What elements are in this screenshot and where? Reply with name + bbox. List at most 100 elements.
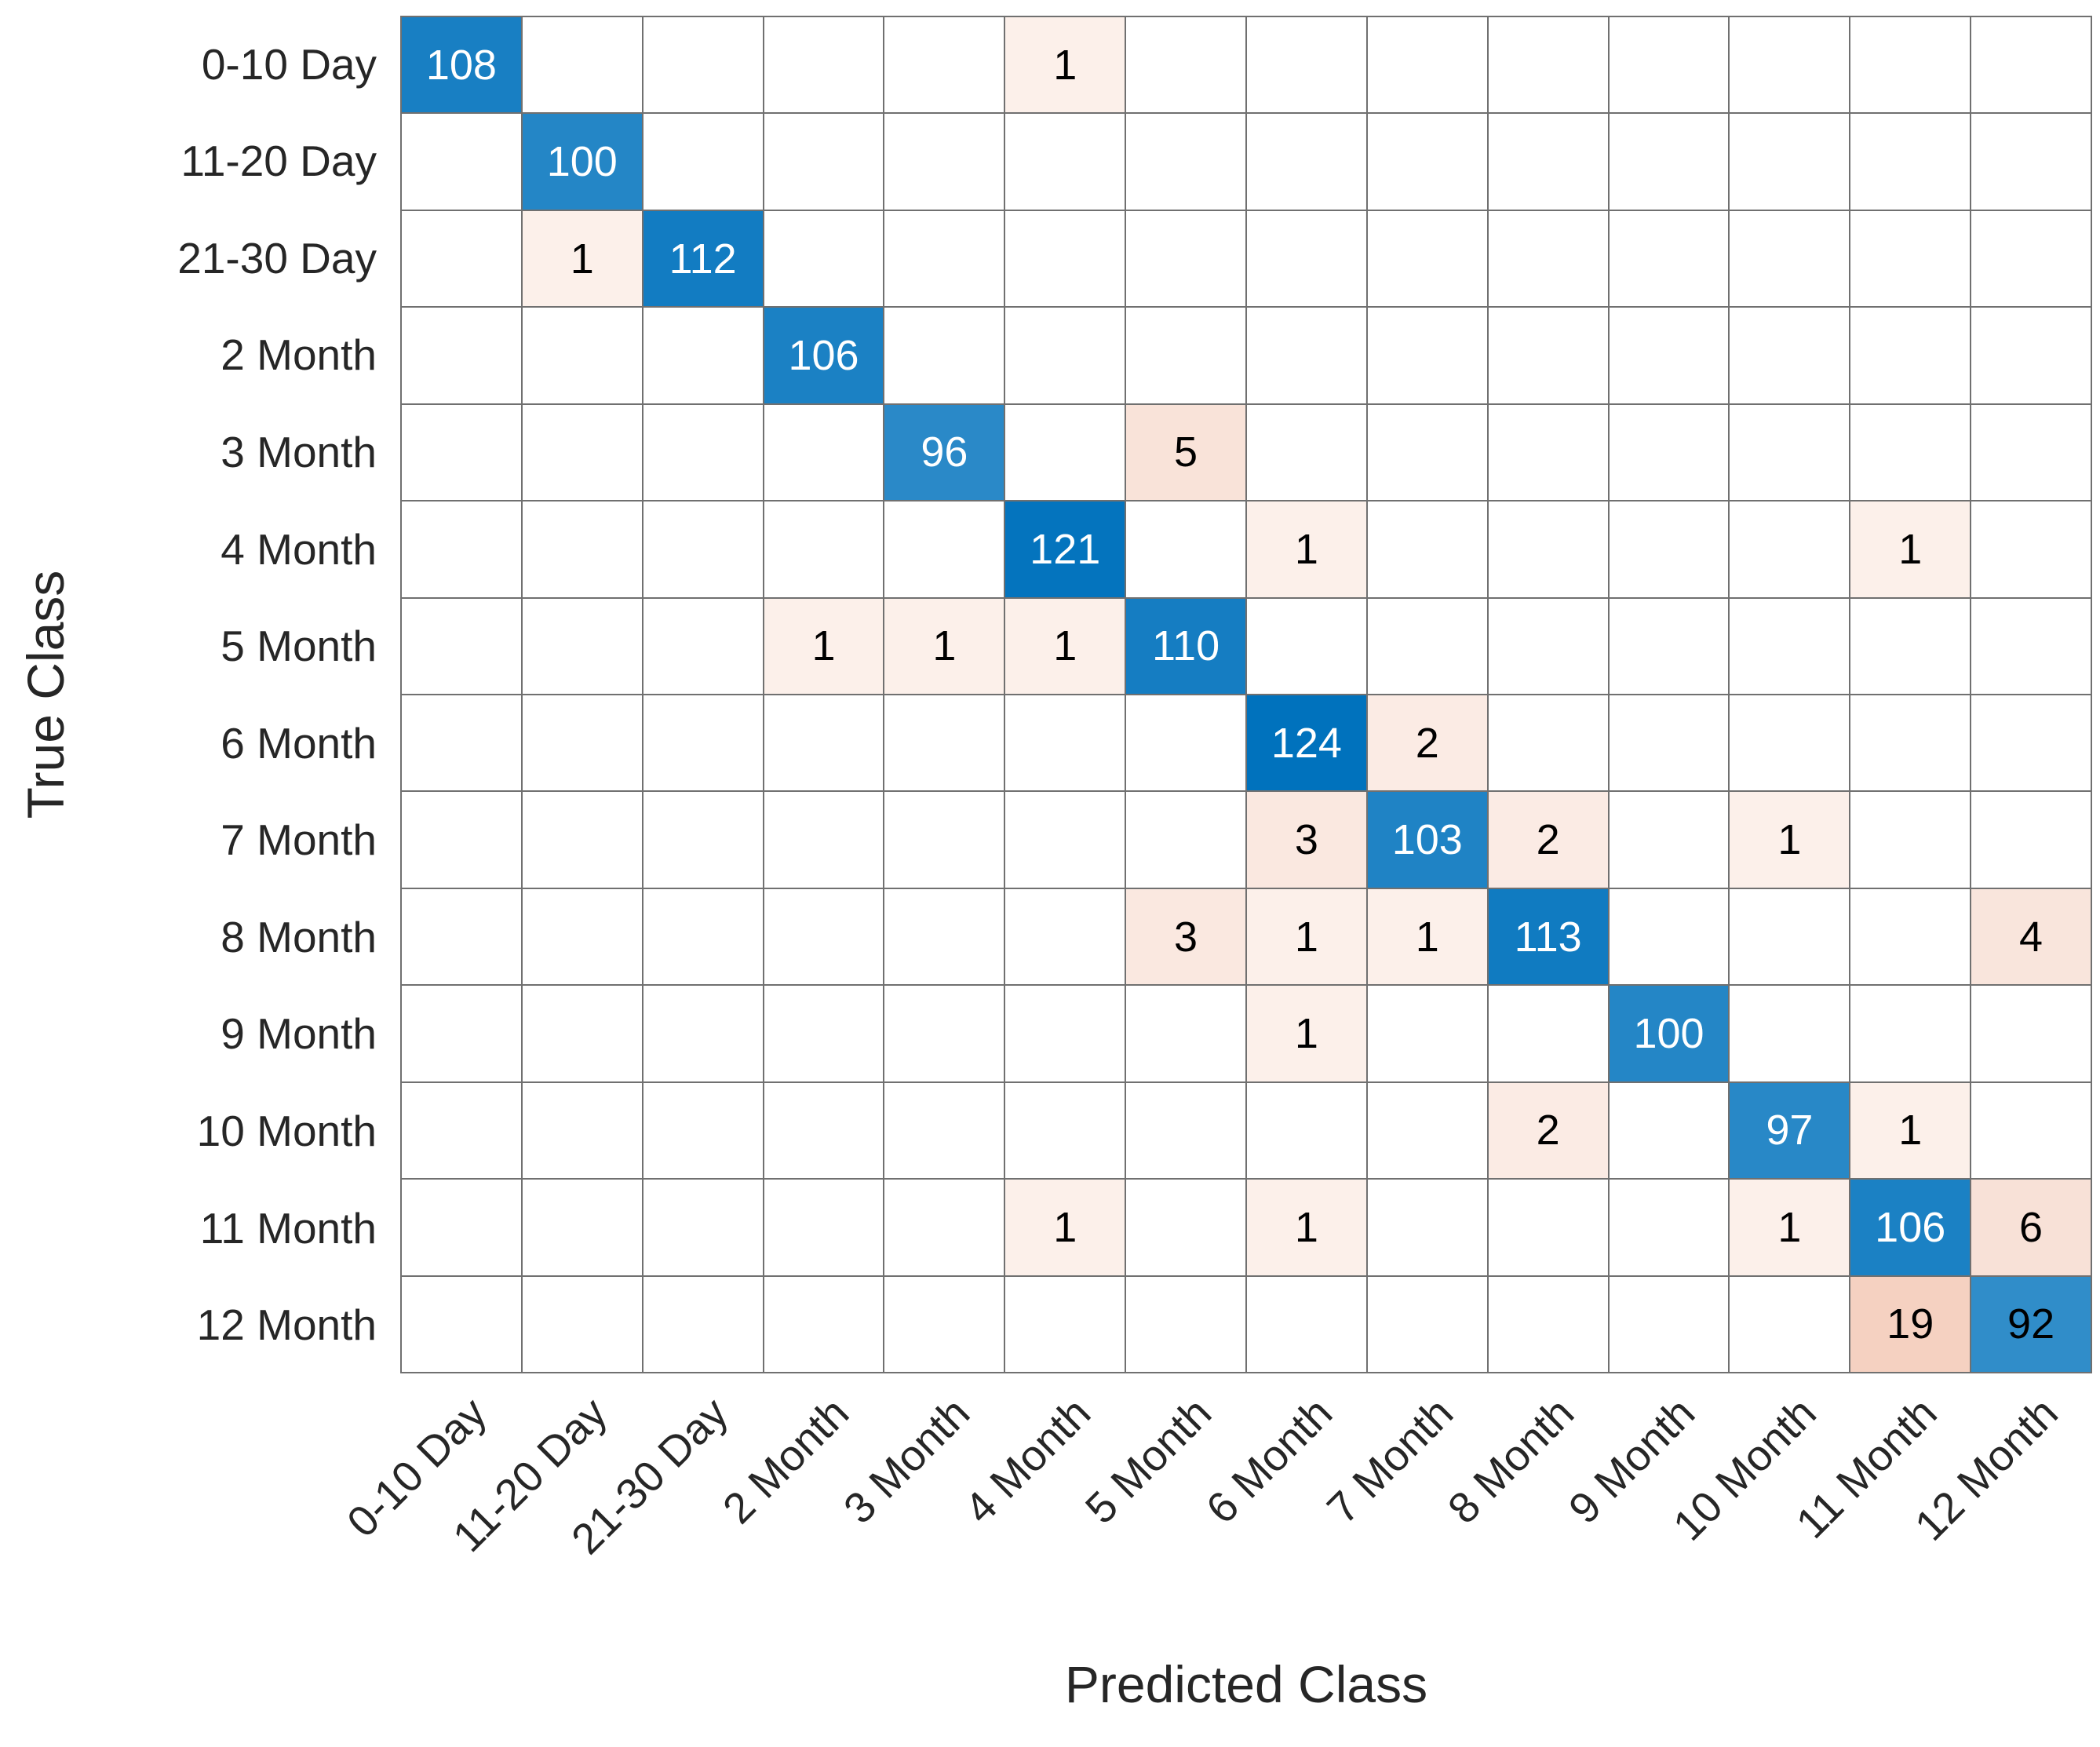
matrix-cell xyxy=(1609,17,1729,113)
matrix-cell xyxy=(1367,114,1487,210)
x-tick-label: 2 Month xyxy=(713,1388,859,1534)
matrix-cell-diagonal: 106 xyxy=(764,308,884,403)
matrix-cell xyxy=(764,404,884,501)
matrix-cell xyxy=(1971,501,2091,597)
matrix-cell xyxy=(1850,792,1971,888)
matrix-cell xyxy=(1850,308,1971,403)
matrix-cell xyxy=(1247,308,1366,403)
matrix-cell: 1 xyxy=(1005,17,1125,113)
matrix-cell xyxy=(1005,986,1125,1081)
confusion-matrix-grid: 108 1 100 1 112 106 96 5 121 1 1 1 1 1 110 124 2 3 103 2 1 3 1… xyxy=(400,16,2092,1373)
matrix-cell xyxy=(1730,986,1850,1081)
matrix-cell xyxy=(643,695,763,791)
matrix-cell xyxy=(1609,1082,1729,1179)
y-tick-label: 3 Month xyxy=(221,428,377,477)
matrix-cell xyxy=(1730,17,1850,113)
matrix-cell xyxy=(1247,17,1366,113)
matrix-cell xyxy=(1367,598,1487,694)
matrix-cell-diagonal: 92 xyxy=(1971,1276,2091,1372)
matrix-cell xyxy=(1488,308,1608,403)
matrix-cell xyxy=(1367,1276,1487,1372)
y-tick-label: 0-10 Day xyxy=(201,39,377,89)
matrix-cell-diagonal: 121 xyxy=(1005,501,1125,597)
y-tick-label: 8 Month xyxy=(221,912,377,961)
matrix-cell xyxy=(1730,308,1850,403)
matrix-cell xyxy=(1850,598,1971,694)
matrix-cell xyxy=(1971,114,2091,210)
matrix-cell xyxy=(1126,210,1245,307)
matrix-cell xyxy=(1126,17,1245,113)
matrix-cell xyxy=(1488,501,1608,597)
matrix-cell xyxy=(1005,308,1125,403)
matrix-cell xyxy=(1126,792,1245,888)
matrix-cell: 3 xyxy=(1126,888,1245,985)
matrix-cell xyxy=(1005,210,1125,307)
matrix-cell xyxy=(643,114,763,210)
matrix-cell xyxy=(884,210,1004,307)
matrix-cell xyxy=(1488,114,1608,210)
matrix-cell xyxy=(1488,1180,1608,1275)
y-tick-label: 21-30 Day xyxy=(177,233,377,283)
matrix-cell xyxy=(1850,888,1971,985)
matrix-cell xyxy=(522,598,642,694)
matrix-cell-diagonal: 100 xyxy=(1609,986,1729,1081)
matrix-cell xyxy=(1609,1180,1729,1275)
matrix-cell: 1 xyxy=(1367,888,1487,985)
matrix-cell xyxy=(1730,695,1850,791)
matrix-cell xyxy=(1971,1082,2091,1179)
matrix-cell xyxy=(1005,114,1125,210)
y-tick-label: 5 Month xyxy=(221,622,377,671)
matrix-cell xyxy=(1126,1082,1245,1179)
matrix-cell xyxy=(1367,308,1487,403)
matrix-cell xyxy=(1126,308,1245,403)
matrix-cell xyxy=(643,501,763,597)
matrix-cell xyxy=(1247,210,1366,307)
x-tick-label: 3 Month xyxy=(834,1388,979,1534)
x-axis-tick-labels: 0-10 Day 11-20 Day 21-30 Day 2 Month 3 Month… xyxy=(337,1388,2092,1654)
y-tick-label: 12 Month xyxy=(196,1300,377,1350)
matrix-cell: 4 xyxy=(1971,888,2091,985)
matrix-cell xyxy=(402,695,521,791)
matrix-cell: 1 xyxy=(1247,888,1366,985)
matrix-cell xyxy=(1126,986,1245,1081)
matrix-cell xyxy=(1005,404,1125,501)
matrix-cell xyxy=(1488,598,1608,694)
matrix-cell xyxy=(402,501,521,597)
x-tick-label: 4 Month xyxy=(955,1388,1100,1534)
matrix-cell xyxy=(1730,114,1850,210)
x-axis-title: Predicted Class xyxy=(1064,1655,1428,1713)
x-tick-label: 8 Month xyxy=(1438,1388,1584,1534)
matrix-cell: 1 xyxy=(1005,1180,1125,1275)
matrix-cell xyxy=(1247,1276,1366,1372)
y-tick-label: 4 Month xyxy=(221,524,377,574)
matrix-cell: 1 xyxy=(1730,792,1850,888)
matrix-cell xyxy=(764,114,884,210)
matrix-cell xyxy=(884,501,1004,597)
matrix-cell xyxy=(764,1180,884,1275)
matrix-cell xyxy=(764,1276,884,1372)
matrix-cell xyxy=(884,888,1004,985)
matrix-cell xyxy=(522,501,642,597)
matrix-cell xyxy=(1850,17,1971,113)
matrix-cell xyxy=(522,308,642,403)
matrix-cell xyxy=(1730,404,1850,501)
matrix-cell xyxy=(1367,986,1487,1081)
matrix-cell xyxy=(1005,695,1125,791)
matrix-cell: 2 xyxy=(1488,1082,1608,1179)
matrix-cell: 2 xyxy=(1367,695,1487,791)
matrix-cell xyxy=(764,501,884,597)
matrix-cell xyxy=(643,308,763,403)
y-tick-label: 2 Month xyxy=(221,330,377,380)
matrix-cell xyxy=(1367,1082,1487,1179)
matrix-cell-diagonal: 97 xyxy=(1730,1082,1850,1179)
matrix-cell xyxy=(402,308,521,403)
matrix-cell xyxy=(764,695,884,791)
matrix-cell xyxy=(1971,17,2091,113)
matrix-cell xyxy=(1488,404,1608,501)
matrix-cell xyxy=(1488,17,1608,113)
matrix-cell xyxy=(764,210,884,307)
matrix-cell xyxy=(1971,792,2091,888)
matrix-cell xyxy=(884,986,1004,1081)
matrix-cell xyxy=(884,17,1004,113)
